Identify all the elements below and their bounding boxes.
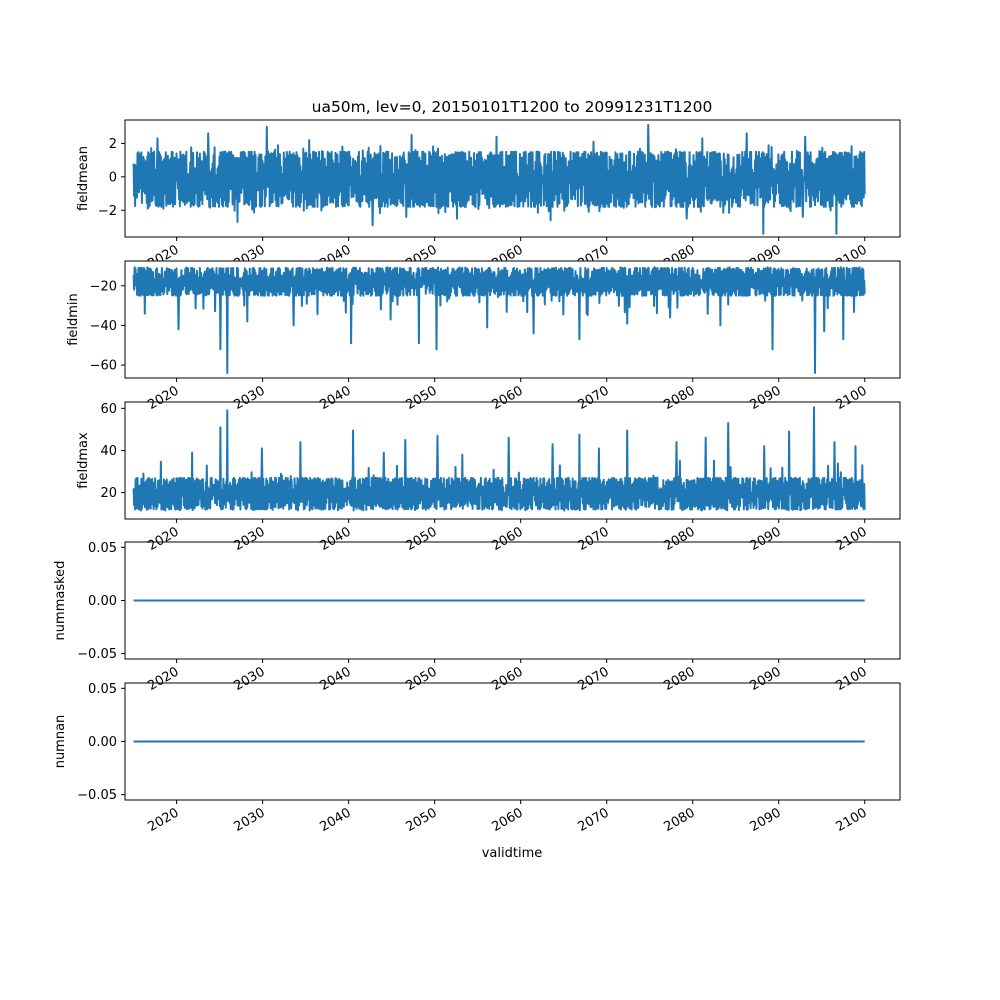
- y-tick-label-fieldmax: 20: [100, 486, 117, 501]
- y-tick-label-fieldmax: 40: [100, 444, 117, 459]
- y-tick-label-nummasked: 0.00: [88, 594, 117, 609]
- y-tick-label-numnan: 0.00: [88, 735, 117, 750]
- axes-frame-fieldmean: [124, 119, 901, 238]
- y-tick-label-fieldmin: −20: [90, 279, 117, 294]
- y-tick-label-fieldmin: −60: [90, 359, 117, 374]
- y-tick-label-fieldmean: −2: [98, 204, 117, 219]
- y-tick-label-nummasked: 0.05: [88, 541, 117, 556]
- y-tick-label-fieldmean: 0: [109, 170, 117, 185]
- series-line-fieldmax: [132, 406, 866, 512]
- x-axis-label: validtime: [482, 846, 543, 861]
- y-tick-label-fieldmax: 60: [100, 402, 117, 417]
- series-line-fieldmean: [132, 124, 866, 235]
- y-tick-label-numnan: 0.05: [88, 682, 117, 697]
- axes-frame-fieldmax: [124, 401, 901, 520]
- y-axis-label-nummasked: nummasked: [53, 561, 68, 641]
- y-axis-label-numnan: numnan: [53, 715, 68, 769]
- figure-title: ua50m, lev=0, 20150101T1200 to 20991231T…: [312, 98, 713, 116]
- y-tick-label-fieldmin: −40: [90, 319, 117, 334]
- axes-frame-fieldmin: [124, 260, 901, 379]
- y-tick-label-numnan: −0.05: [77, 788, 117, 803]
- series-line-fieldmin: [132, 266, 866, 374]
- y-axis-label-fieldmax: fieldmax: [76, 432, 91, 489]
- y-axis-label-fieldmean: fieldmean: [76, 146, 91, 211]
- y-axis-label-fieldmin: fieldmin: [66, 293, 81, 346]
- y-tick-label-fieldmean: 2: [109, 137, 117, 152]
- y-tick-label-nummasked: −0.05: [77, 647, 117, 662]
